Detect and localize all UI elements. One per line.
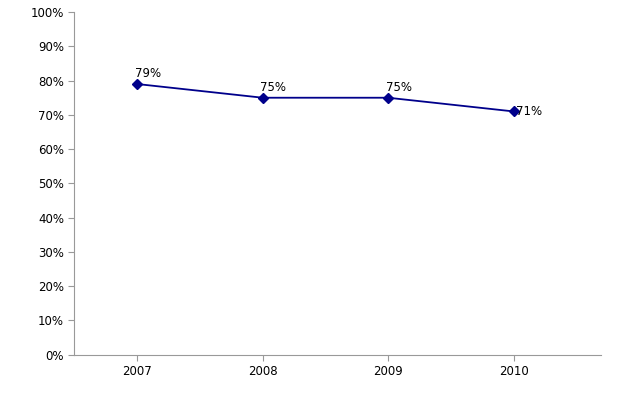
Text: 79%: 79%: [135, 67, 161, 80]
Text: 75%: 75%: [386, 81, 412, 93]
Text: 71%: 71%: [516, 105, 542, 118]
Text: 75%: 75%: [260, 81, 286, 93]
